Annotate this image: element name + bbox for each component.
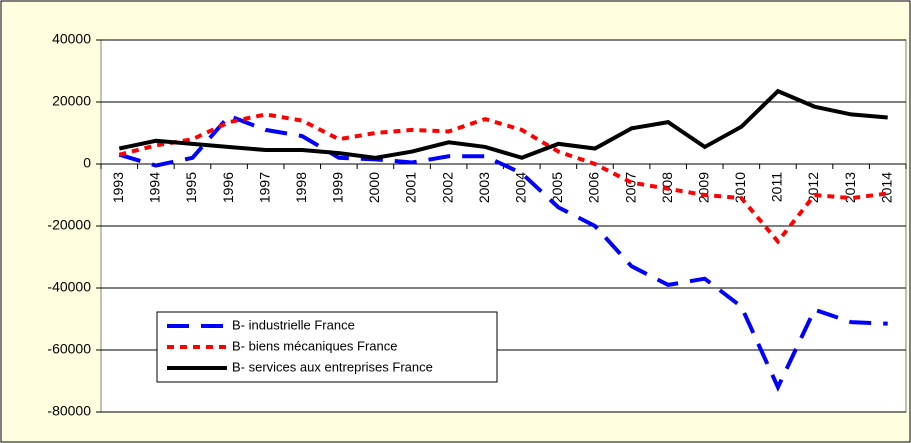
series-line — [118, 88, 888, 160]
x-tick-label: 1995 — [183, 172, 199, 203]
x-tick-label: 2012 — [805, 172, 821, 203]
x-tick-label: 2007 — [622, 172, 638, 203]
x-tick-label: 2005 — [549, 172, 565, 203]
y-tick-label: 20000 — [52, 93, 91, 109]
x-tick-label: 2003 — [476, 172, 492, 203]
x-tick-label: 2010 — [732, 172, 748, 203]
x-tick-label: 2001 — [403, 172, 419, 203]
y-tick-label: -20000 — [47, 217, 91, 233]
x-tick-label: 1997 — [256, 172, 272, 203]
x-tick-label: 2009 — [695, 172, 711, 203]
x-tick-label: 1998 — [293, 172, 309, 203]
y-tick-label: 40000 — [52, 31, 91, 47]
x-tick-label: 2013 — [842, 172, 858, 203]
legend-label: B- services aux entreprises France — [232, 359, 433, 374]
legend-label: B- biens mécaniques France — [232, 338, 397, 353]
legend-label: B- industrielle France — [232, 317, 355, 332]
x-tick-label: 1994 — [147, 172, 163, 203]
series-line — [118, 112, 888, 245]
y-tick-label: -60000 — [47, 341, 91, 357]
x-tick-label: 2002 — [439, 172, 455, 203]
legend-box — [156, 311, 498, 383]
legend: B- industrielle France B- biens mécanique… — [156, 311, 498, 383]
series-line — [118, 113, 888, 392]
x-tick-label: 2011 — [769, 172, 785, 202]
x-tick-label: 2000 — [366, 172, 382, 203]
x-tick-label: 2014 — [878, 172, 894, 203]
y-tick-label: -80000 — [47, 403, 91, 419]
x-tick-label: 1999 — [330, 172, 346, 203]
x-tick-label: 1993 — [110, 172, 126, 203]
y-tick-label: 0 — [83, 155, 91, 171]
y-tick-label: -40000 — [47, 279, 91, 295]
x-tick-label: 2006 — [586, 172, 602, 203]
x-tick-label: 1996 — [220, 172, 236, 203]
x-tick-label: 2004 — [512, 172, 528, 203]
